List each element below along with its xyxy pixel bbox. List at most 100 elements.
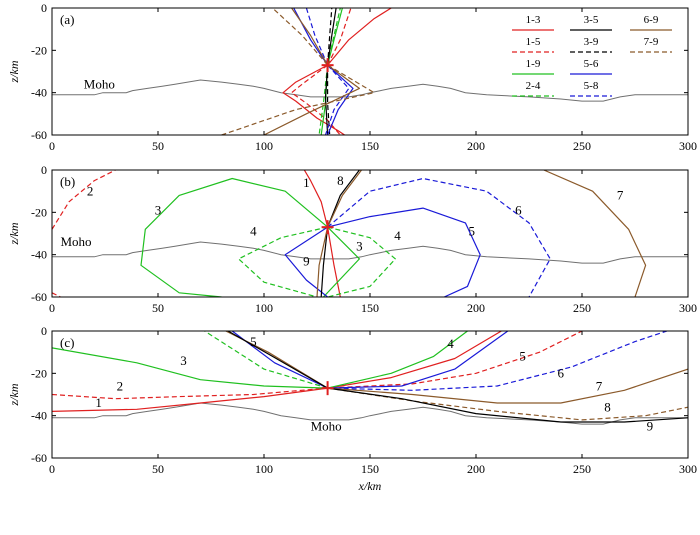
x-tick-label: 150 bbox=[361, 301, 379, 315]
series-line bbox=[316, 226, 329, 297]
series-line bbox=[291, 8, 329, 66]
y-tick-label: -20 bbox=[31, 205, 47, 219]
y-tick-label: -40 bbox=[31, 86, 47, 100]
series-line bbox=[303, 170, 329, 228]
curve-label: 5 bbox=[469, 224, 476, 239]
legend-label: 3-5 bbox=[584, 14, 599, 26]
series-line bbox=[327, 8, 392, 66]
x-tick-label: 0 bbox=[49, 139, 55, 153]
x-tick-label: 200 bbox=[467, 139, 485, 153]
series-line bbox=[327, 387, 688, 421]
series-line bbox=[327, 387, 688, 423]
y-tick-label: 0 bbox=[41, 1, 47, 15]
y-axis-label: z/km bbox=[7, 60, 21, 83]
x-tick-label: 250 bbox=[573, 462, 591, 476]
series-line bbox=[327, 207, 481, 297]
y-tick-label: -60 bbox=[31, 290, 47, 304]
series-line bbox=[327, 227, 341, 297]
curves-group bbox=[52, 8, 688, 135]
x-axis-label: x/km bbox=[358, 479, 382, 493]
legend: 1-3 1-5 1-9 2-4 3-5 3-9 5-6 5-8 6-9 7-9 bbox=[512, 14, 672, 97]
x-tick-label: 300 bbox=[679, 462, 697, 476]
series-line bbox=[327, 170, 362, 228]
x-tick-label: 100 bbox=[255, 139, 273, 153]
y-axis-label: z/km bbox=[7, 222, 21, 245]
series-line bbox=[320, 227, 329, 297]
x-tick-label: 50 bbox=[152, 462, 164, 476]
curve-label: 6 bbox=[558, 366, 565, 381]
curve-label: 8 bbox=[604, 399, 611, 414]
y-tick-label: -60 bbox=[31, 451, 47, 465]
moho-label: Moho bbox=[311, 418, 342, 433]
series-line bbox=[327, 331, 509, 389]
series-line bbox=[327, 368, 688, 404]
series-line bbox=[327, 170, 360, 228]
series-line bbox=[327, 8, 337, 66]
panel-label: (c) bbox=[60, 335, 74, 350]
y-tick-label: -20 bbox=[31, 43, 47, 57]
y-tick-label: -40 bbox=[31, 409, 47, 423]
legend-label: 7-9 bbox=[644, 36, 659, 48]
x-tick-label: 200 bbox=[467, 462, 485, 476]
legend-label: 5-6 bbox=[584, 58, 599, 70]
curve-label: 9 bbox=[647, 418, 654, 433]
curve-label: 8 bbox=[337, 173, 344, 188]
plot-frame bbox=[51, 169, 689, 298]
series-line bbox=[272, 8, 329, 66]
curve-label: 5 bbox=[519, 349, 526, 364]
x-tick-label: 300 bbox=[679, 139, 697, 153]
x-tick-label: 0 bbox=[49, 462, 55, 476]
series-line bbox=[327, 331, 667, 391]
curve-label: 1 bbox=[303, 175, 310, 190]
curve-label: 4 bbox=[394, 228, 401, 243]
x-tick-label: 150 bbox=[361, 139, 379, 153]
panel-label: (a) bbox=[60, 12, 74, 27]
series-line bbox=[327, 226, 396, 297]
series-line bbox=[221, 64, 375, 135]
curves-group bbox=[52, 331, 688, 425]
series-line bbox=[238, 226, 328, 297]
legend-label: 1-3 bbox=[526, 14, 541, 26]
curve-label: 7 bbox=[617, 188, 624, 203]
y-tick-label: -40 bbox=[31, 248, 47, 262]
y-tick-label: -20 bbox=[31, 366, 47, 380]
series-line bbox=[327, 8, 341, 66]
x-tick-label: 100 bbox=[255, 301, 273, 315]
series-line bbox=[52, 292, 61, 297]
legend-label: 1-9 bbox=[526, 58, 541, 70]
legend-label: 5-8 bbox=[584, 80, 599, 92]
y-tick-label: -60 bbox=[31, 128, 47, 142]
curve-label: 3 bbox=[180, 353, 187, 368]
moho-line bbox=[52, 241, 688, 264]
moho-line bbox=[52, 402, 688, 425]
curve-label: 7 bbox=[596, 378, 603, 393]
curve-label: 4 bbox=[447, 336, 454, 351]
series-line bbox=[52, 170, 116, 230]
panel-label: (b) bbox=[60, 174, 75, 189]
series-line bbox=[204, 331, 328, 389]
series-line bbox=[324, 64, 350, 135]
curve-label: 2 bbox=[117, 378, 124, 393]
series-line bbox=[52, 331, 502, 412]
legend-label: 3-9 bbox=[584, 36, 599, 48]
x-tick-label: 50 bbox=[152, 139, 164, 153]
x-tick-label: 250 bbox=[573, 301, 591, 315]
y-tick-label: 0 bbox=[41, 163, 47, 177]
series-line bbox=[291, 64, 341, 135]
series-line bbox=[324, 65, 329, 135]
panel-1: 0 50 100 150 200 250 300 0 -20 -40 -60 z/km (b) Moho 1… bbox=[7, 163, 697, 315]
series-line bbox=[282, 64, 345, 135]
moho-label: Moho bbox=[60, 234, 91, 249]
series-line bbox=[327, 8, 333, 66]
y-axis-label: z/km bbox=[7, 383, 21, 406]
x-tick-label: 100 bbox=[255, 462, 273, 476]
legend-label: 2-4 bbox=[526, 80, 541, 92]
curve-label: 3 bbox=[356, 238, 363, 253]
panel-0: 0 50 100 150 200 250 300 0 -20 -40 -60 z/km (a) Moho 1… bbox=[7, 1, 697, 153]
panel-2: 0 50 100 150 200 250 300 0 -20 -40 -60 z/km x/km (c) M… bbox=[7, 324, 697, 493]
curve-label: 3 bbox=[155, 202, 162, 217]
plot-frame bbox=[51, 7, 689, 136]
series-line bbox=[140, 177, 328, 297]
curve-label: 1 bbox=[95, 395, 102, 410]
